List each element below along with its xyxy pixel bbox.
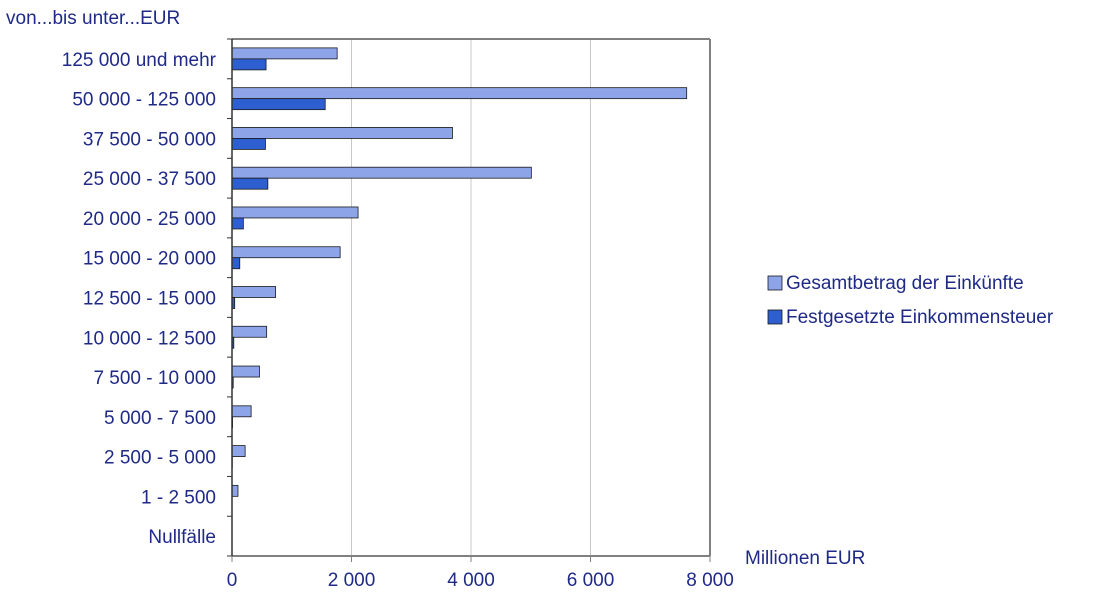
category-label: 20 000 - 25 000 [83,209,216,230]
axes-layer [227,39,710,562]
bar-gesamtbetrag [232,207,358,218]
legend: Gesamtbetrag der Einkünfte Festgesetzte E… [768,273,1054,328]
bar-einkommensteuer [232,99,325,110]
bar-gesamtbetrag [232,88,687,99]
bar-gesamtbetrag [232,485,238,496]
bar-einkommensteuer [232,138,265,149]
category-label: 5 000 - 7 500 [104,408,216,429]
grid-layer [352,39,591,556]
bar-gesamtbetrag [232,406,251,417]
bar-gesamtbetrag [232,48,337,59]
bar-gesamtbetrag [232,366,259,377]
x-axis-title: Millionen EUR [745,548,865,569]
legend-swatch [768,276,782,290]
bar-einkommensteuer [232,258,240,269]
y-axis-title: von...bis unter...EUR [6,8,180,29]
category-label: 50 000 - 125 000 [72,90,216,111]
category-label: 15 000 - 20 000 [83,249,216,270]
x-tick-label: 8 000 [686,570,734,591]
bar-einkommensteuer [232,218,243,229]
category-label: 12 500 - 15 000 [83,289,216,310]
category-label: 1 - 2 500 [141,487,216,508]
legend-label: Festgesetzte Einkommensteuer [786,307,1054,328]
category-label: Nullfälle [148,527,216,548]
bar-einkommensteuer [232,59,266,70]
x-tick-label: 6 000 [567,570,615,591]
bar-einkommensteuer [232,178,268,189]
category-label: 125 000 und mehr [62,50,217,71]
bar-gesamtbetrag [232,247,340,258]
legend-label: Gesamtbetrag der Einkünfte [786,273,1024,294]
bar-gesamtbetrag [232,326,267,337]
legend-swatch [768,310,782,324]
x-tick-label: 4 000 [447,570,495,591]
category-label: 37 500 - 50 000 [83,129,216,150]
bar-gesamtbetrag [232,127,452,138]
bar-gesamtbetrag [232,446,245,457]
category-label: 10 000 - 12 500 [83,328,216,349]
category-label: 7 500 - 10 000 [93,368,216,389]
bar-gesamtbetrag [232,287,276,298]
x-tick-label: 2 000 [328,570,376,591]
category-label: 25 000 - 37 500 [83,169,216,190]
bars-layer [232,48,687,496]
bar-gesamtbetrag [232,167,531,178]
x-tick-label: 0 [227,570,238,591]
category-label: 2 500 - 5 000 [104,448,216,469]
